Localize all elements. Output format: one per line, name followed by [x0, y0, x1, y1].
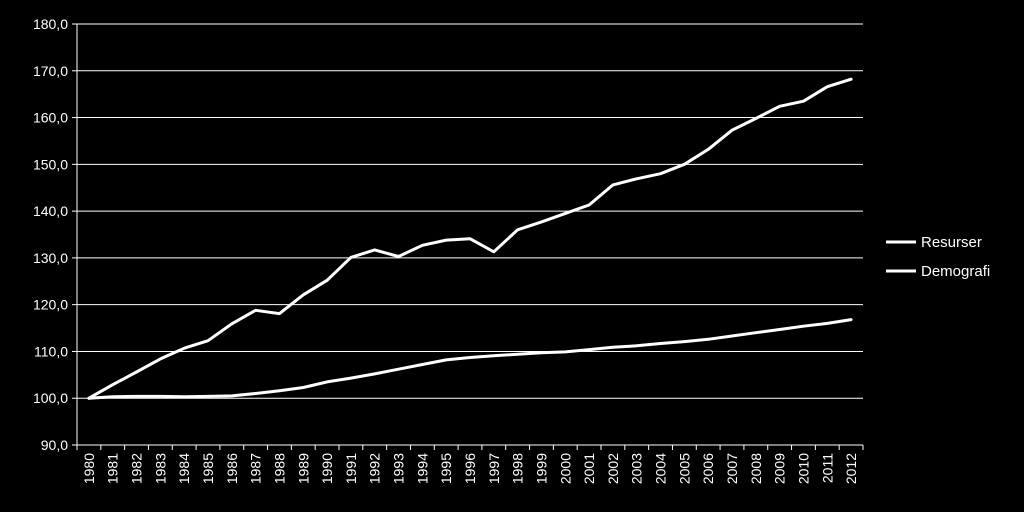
- x-tick-label: 1987: [248, 453, 264, 484]
- x-tick-label: 1984: [176, 453, 192, 484]
- x-tick-label: 1995: [438, 453, 454, 484]
- x-tick-label: 1982: [129, 453, 145, 484]
- series-line-demografi: [87, 318, 853, 400]
- x-tick-label: 1983: [152, 453, 168, 484]
- x-tick-label: 2001: [581, 453, 597, 484]
- y-tick-label: 160,0: [33, 110, 68, 126]
- x-tick-label: 2005: [676, 453, 692, 484]
- x-tick-label: 1985: [200, 453, 216, 484]
- y-tick-label: 130,0: [33, 250, 68, 266]
- gridlines: [77, 23, 863, 399]
- legend-label-demografi: Demografi: [921, 263, 990, 280]
- x-tick-label: 2010: [795, 453, 811, 484]
- y-tick-label: 140,0: [33, 203, 68, 219]
- y-tick-label: 180,0: [33, 16, 68, 32]
- x-tick-label: 1994: [414, 453, 430, 484]
- x-tick-label: 1981: [105, 453, 121, 484]
- y-tick-label: 120,0: [33, 297, 68, 313]
- x-tick-label: 2007: [724, 453, 740, 484]
- x-tick-label: 2000: [557, 453, 573, 484]
- series-line-resurser: [87, 77, 853, 400]
- legend: Resurser Demografi: [886, 234, 990, 280]
- y-tick-label: 110,0: [34, 343, 68, 359]
- x-tick-label: 1993: [391, 453, 407, 484]
- x-tick-label: 1999: [533, 453, 549, 484]
- x-tick-label: 2002: [605, 453, 621, 484]
- axes: [72, 23, 864, 450]
- tick-labels: 90,0 100,0 110,0 120,0 130,0 140,0 150,0 160,0 1…: [33, 16, 859, 484]
- x-tick-label: 2006: [700, 453, 716, 484]
- y-tick-label: 170,0: [33, 63, 68, 79]
- x-tick-label: 2009: [772, 453, 788, 484]
- legend-label-resurser: Resurser: [921, 234, 982, 251]
- x-tick-label: 1990: [319, 453, 335, 484]
- y-tick-label: 90,0: [41, 437, 68, 453]
- x-tick-label: 1991: [343, 453, 359, 484]
- x-tick-label: 1986: [224, 453, 240, 484]
- series-lines: [87, 77, 853, 400]
- x-tick-label: 1992: [367, 453, 383, 484]
- x-tick-label: 1980: [81, 453, 97, 484]
- x-tick-label: 2004: [653, 453, 669, 484]
- y-tick-label: 150,0: [33, 156, 68, 172]
- x-tick-label: 1998: [510, 453, 526, 484]
- x-tick-label: 1996: [462, 453, 478, 484]
- x-tick-label: 1997: [486, 453, 502, 484]
- x-tick-label: 2008: [748, 453, 764, 484]
- y-tick-label: 100,0: [33, 390, 68, 406]
- x-tick-label: 2011: [819, 453, 835, 483]
- x-tick-label: 2003: [629, 453, 645, 484]
- x-tick-label: 1988: [271, 453, 287, 484]
- x-tick-label: 2012: [843, 453, 859, 484]
- x-tick-label: 1989: [295, 453, 311, 484]
